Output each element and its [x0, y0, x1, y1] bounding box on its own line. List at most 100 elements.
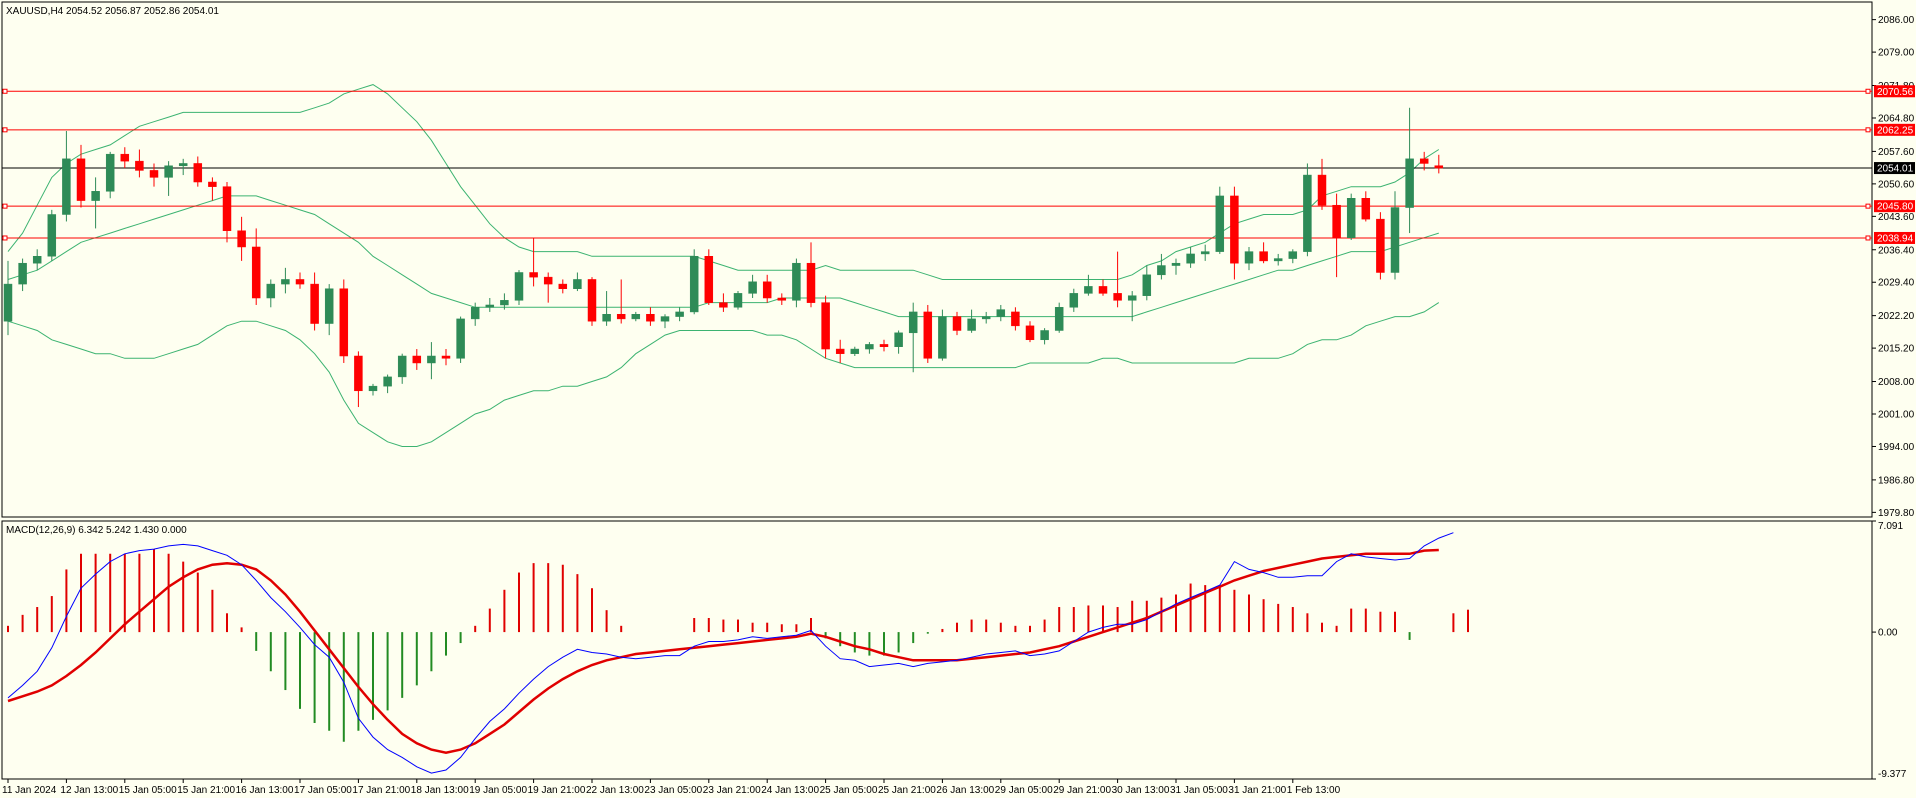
- level-price-label: 2045.80: [1877, 202, 1914, 213]
- price-tick-label: 2022.20: [1878, 311, 1915, 322]
- price-tick-label: 1979.80: [1878, 508, 1915, 519]
- candle: [558, 279, 568, 294]
- candle: [178, 158, 188, 176]
- candle: [1288, 249, 1298, 264]
- macd-pane-border: [1, 520, 1873, 780]
- bull-candle-body: [368, 385, 378, 392]
- candlesticks: [3, 107, 1444, 408]
- candle: [967, 309, 976, 333]
- horizontal-levels[interactable]: [2, 88, 1872, 241]
- time-tick-label: 19 Jan 05:00: [469, 785, 527, 796]
- candle: [91, 177, 100, 229]
- bull-candle-body: [602, 313, 611, 322]
- candle: [1054, 302, 1064, 333]
- bull-candle-body: [908, 311, 918, 334]
- time-tick-label: 25 Jan 05:00: [820, 785, 878, 796]
- level-handle[interactable]: [1865, 127, 1871, 133]
- bull-candle-body: [981, 316, 991, 320]
- time-tick-label: 26 Jan 13:00: [936, 785, 994, 796]
- level-handle[interactable]: [1865, 88, 1871, 94]
- level-handle[interactable]: [2, 203, 8, 209]
- price-tick-label: 2086.00: [1878, 15, 1915, 26]
- candle: [1303, 163, 1312, 257]
- macd-main-line: [7, 532, 1454, 774]
- bull-candle-body: [675, 311, 684, 317]
- candle: [1405, 107, 1414, 234]
- bear-candle-body: [646, 313, 655, 322]
- price-tick-label: 2008.00: [1878, 377, 1915, 388]
- bear-candle-body: [339, 288, 349, 357]
- bear-candle-body: [952, 316, 962, 331]
- candle: [32, 249, 42, 271]
- macd-lines: [7, 532, 1454, 774]
- time-tick-label: 11 Jan 2024: [2, 785, 57, 796]
- candle: [1346, 193, 1356, 241]
- current-price-label: 2054.01: [1877, 164, 1914, 175]
- bear-candle-body: [149, 170, 159, 178]
- candle: [1390, 191, 1400, 280]
- candle: [1157, 253, 1166, 280]
- bear-candle-body: [251, 246, 261, 299]
- time-tick-label: 15 Jan 05:00: [119, 785, 177, 796]
- level-handle[interactable]: [1865, 203, 1871, 209]
- candle: [412, 349, 422, 370]
- price-tick-label: 2001.00: [1878, 410, 1915, 421]
- bull-candle-body: [500, 300, 509, 306]
- bear-candle-body: [543, 276, 553, 285]
- bear-candle-body: [1361, 198, 1371, 220]
- level-handle[interactable]: [2, 88, 8, 94]
- bear-candle-body: [1434, 165, 1444, 169]
- chart-symbol-header: XAUUSD,H4 2054.52 2056.87 2052.86 2054.0…: [6, 6, 219, 17]
- candle: [529, 237, 538, 287]
- bear-candle-body: [835, 348, 845, 354]
- bull-candle-body: [1288, 251, 1298, 259]
- level-handle[interactable]: [2, 235, 8, 241]
- candle: [1171, 258, 1181, 275]
- candle: [76, 144, 86, 208]
- candle: [1098, 279, 1108, 296]
- candle: [427, 342, 436, 380]
- level-handle[interactable]: [1865, 235, 1871, 241]
- macd-axis: 7.091 0.00 -9.377: [1872, 520, 1907, 780]
- bear-candle-body: [354, 355, 363, 392]
- candle: [675, 307, 684, 322]
- price-pane[interactable]: 2086.002079.002071.802064.802057.602050.…: [1, 1, 1915, 519]
- candle: [1127, 291, 1137, 322]
- bear-candle-body: [412, 355, 422, 364]
- time-tick-label: 23 Jan 21:00: [703, 785, 761, 796]
- time-tick-label: 22 Jan 13:00: [586, 785, 644, 796]
- candle: [602, 291, 611, 326]
- candle: [105, 151, 115, 199]
- price-tick-label: 2057.60: [1878, 147, 1915, 158]
- candle: [850, 346, 860, 357]
- time-tick-label: 12 Jan 13:00: [60, 785, 118, 796]
- time-tick-label: 31 Jan 21:00: [1228, 785, 1286, 796]
- bull-candle-body: [3, 283, 13, 322]
- price-tick-label: 2015.20: [1878, 344, 1915, 355]
- bear-candle-body: [923, 311, 933, 359]
- bull-candle-body: [689, 256, 699, 313]
- candle: [470, 302, 480, 326]
- candle: [908, 302, 918, 373]
- candle: [646, 307, 655, 326]
- macd-pane[interactable]: 7.091 0.00 -9.377 MACD(12,26,9) 6.342 5.24…: [1, 520, 1907, 780]
- level-handle[interactable]: [2, 127, 8, 133]
- candle: [3, 260, 13, 336]
- candle: [1419, 151, 1429, 171]
- price-tick-label: 2036.40: [1878, 245, 1915, 256]
- level-price-label: 2070.56: [1877, 87, 1914, 98]
- bull-candle-body: [1244, 251, 1254, 264]
- bear-candle-body: [310, 283, 319, 324]
- candle: [266, 279, 276, 308]
- candle: [383, 374, 392, 394]
- bear-candle-body: [587, 279, 597, 322]
- bull-candle-body: [164, 165, 173, 178]
- candle: [1142, 265, 1152, 301]
- bull-candle-body: [427, 355, 436, 364]
- bull-candle-body: [748, 281, 757, 294]
- candle: [733, 291, 743, 310]
- price-tick-label: 2079.00: [1878, 48, 1915, 59]
- candle: [208, 177, 217, 201]
